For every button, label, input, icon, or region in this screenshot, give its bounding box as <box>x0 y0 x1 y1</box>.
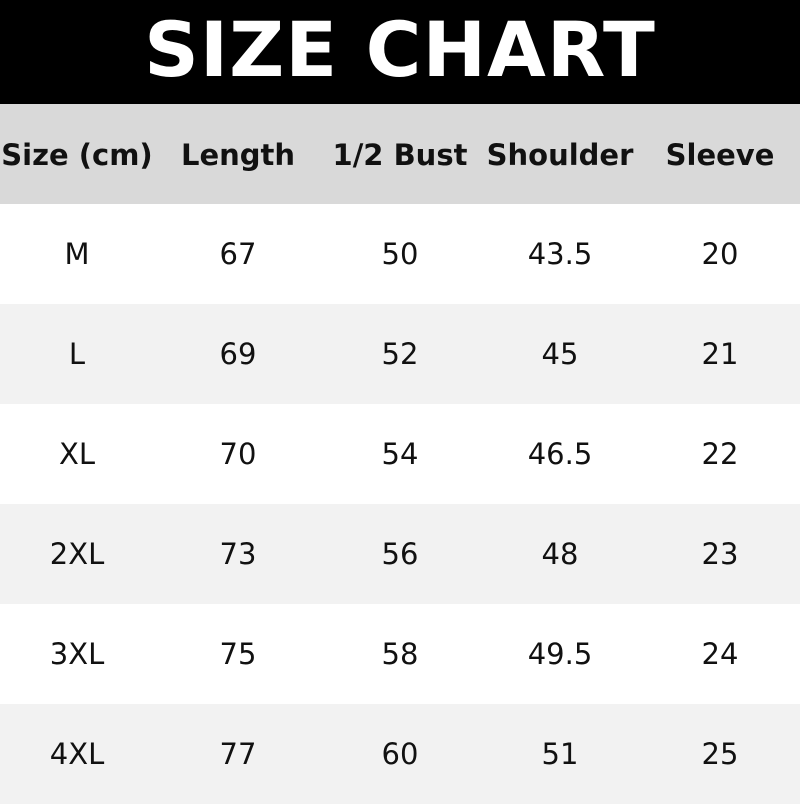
cell-length: 70 <box>219 437 257 471</box>
cell-shoulder: 43.5 <box>527 237 593 271</box>
cell-length: 77 <box>219 737 257 771</box>
cell-shoulder: 46.5 <box>527 437 593 471</box>
table-row: M 67 50 43.5 20 <box>0 204 800 304</box>
cell-sleeve: 23 <box>701 537 739 571</box>
cell-bust: 50 <box>381 237 419 271</box>
cell-sleeve: 25 <box>701 737 739 771</box>
header-sleeve: Sleeve <box>665 138 775 172</box>
cell-bust: 54 <box>381 437 419 471</box>
cell-size: L <box>68 337 86 371</box>
cell-length: 75 <box>219 637 257 671</box>
cell-shoulder: 45 <box>541 337 579 371</box>
table-row: XL 70 54 46.5 22 <box>0 404 800 504</box>
cell-bust: 52 <box>381 337 419 371</box>
cell-shoulder: 51 <box>541 737 579 771</box>
table-row: 2XL 73 56 48 23 <box>0 504 800 604</box>
table-body: M 67 50 43.5 20 L 69 52 45 21 XL 70 54 46.5 22 2XL 73 56 4… <box>0 204 800 804</box>
cell-shoulder: 49.5 <box>527 637 593 671</box>
cell-bust: 58 <box>381 637 419 671</box>
cell-size: 3XL <box>49 637 105 671</box>
cell-shoulder: 48 <box>541 537 579 571</box>
cell-sleeve: 22 <box>701 437 739 471</box>
cell-sleeve: 20 <box>701 237 739 271</box>
cell-size: M <box>64 237 90 271</box>
cell-size: 2XL <box>49 537 105 571</box>
header-bust: 1/2 Bust <box>332 138 468 172</box>
cell-bust: 60 <box>381 737 419 771</box>
cell-length: 69 <box>219 337 257 371</box>
table-row: 3XL 75 58 49.5 24 <box>0 604 800 704</box>
cell-size: 4XL <box>49 737 105 771</box>
cell-bust: 56 <box>381 537 419 571</box>
cell-sleeve: 21 <box>701 337 739 371</box>
table-row: L 69 52 45 21 <box>0 304 800 404</box>
page-title: SIZE CHART <box>0 0 800 104</box>
cell-size: XL <box>58 437 96 471</box>
cell-length: 73 <box>219 537 257 571</box>
table-header: Size (cm) Length 1/2 Bust Shoulder Sleev… <box>0 104 800 204</box>
table-row: 4XL 77 60 51 25 <box>0 704 800 804</box>
header-shoulder: Shoulder <box>486 138 634 172</box>
cell-length: 67 <box>219 237 257 271</box>
header-size: Size (cm) <box>1 138 153 172</box>
cell-sleeve: 24 <box>701 637 739 671</box>
header-length: Length <box>180 138 296 172</box>
